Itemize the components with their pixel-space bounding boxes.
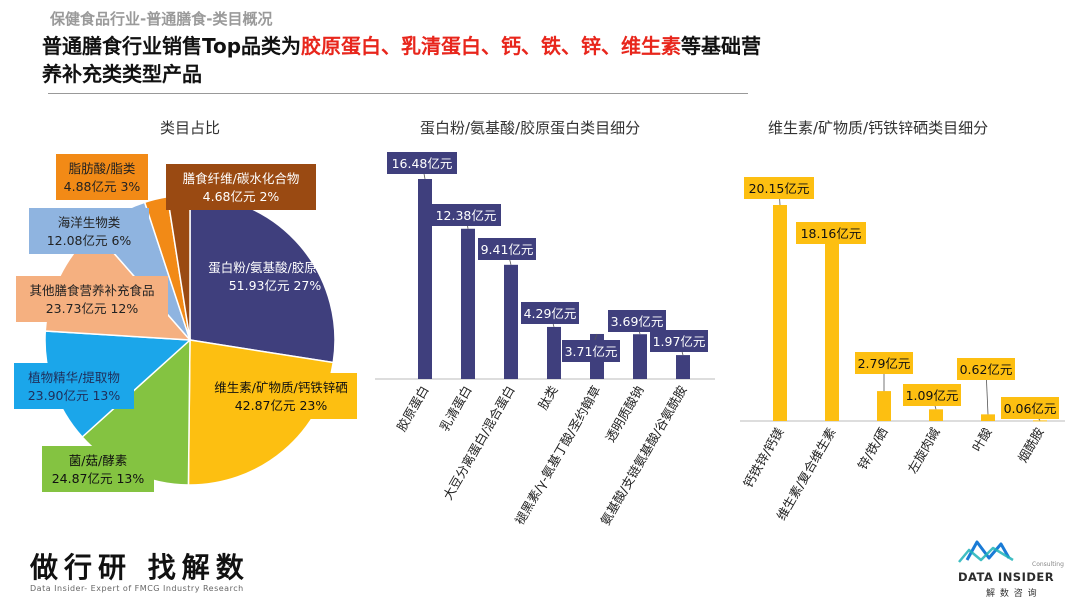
bar1-svg-label-bg-2 <box>478 238 536 260</box>
bar2-svg-category-5: 烟酰胺 <box>1015 425 1047 465</box>
logo-consulting-text: Consulting <box>1032 561 1064 568</box>
pie-label-value-0: 51.93亿元 27% <box>229 278 322 293</box>
bar2-svg-label-bg-4 <box>957 358 1015 380</box>
pie-label-value-1: 42.87亿元 23% <box>235 398 328 413</box>
pie-label-name-4: 其他膳食营养补充食品 <box>29 283 154 298</box>
bar1-svg-bar-6 <box>676 355 690 379</box>
bar2-svg-label-5: 0.06亿元 <box>1004 401 1057 416</box>
bar2-svg-category-4: 叶酸 <box>969 425 995 455</box>
bar-chart-vitamin-title: 维生素/矿物质/钙铁锌硒类目细分 <box>768 119 989 137</box>
footer-slogan-sub: Data Insider- Expert of FMCG Industry Re… <box>30 584 244 593</box>
bar2-svg-label-bg-0 <box>744 177 814 199</box>
pie-label-name-3: 植物精华/提取物 <box>28 370 120 385</box>
bar1-svg-label-bg-4 <box>562 340 620 362</box>
pie-label-name-6: 脂肪酸/脂类 <box>69 161 136 176</box>
bar1-svg-label-6: 1.97亿元 <box>653 334 706 349</box>
bar2-svg-bar-2 <box>877 391 891 421</box>
bar-chart-protein: 16.48亿元胶原蛋白12.38亿元乳清蛋白9.41亿元大豆分离蛋白/混合蛋白4… <box>375 152 715 528</box>
bar1-svg-category-1: 乳清蛋白 <box>437 383 475 434</box>
pie-label-value-6: 4.88亿元 3% <box>64 179 141 194</box>
bar2-svg-label-2: 2.79亿元 <box>858 356 911 371</box>
logo-english-name: DATA INSIDER <box>958 570 1055 584</box>
bar2-svg-label-3: 1.09亿元 <box>906 388 959 403</box>
pie-label-3: 植物精华/提取物 23.90亿元 13% <box>14 363 134 409</box>
pie-label-4: 其他膳食营养补充食品 23.73亿元 12% <box>16 276 168 322</box>
pie-label-name-7: 膳食纤维/碳水化合物 <box>183 171 300 186</box>
pie-label-name-0: 蛋白粉/氨基酸/胶原蛋白 <box>208 260 341 275</box>
page-headline: 普通膳食行业销售Top品类为胶原蛋白、乳清蛋白、钙、铁、锌、维生素等基础营养补充… <box>42 32 762 88</box>
bar1-svg-label-bg-6 <box>650 330 708 352</box>
bar2-svg-category-2: 锌/铁/硒 <box>855 425 891 472</box>
pie-label-0: 蛋白粉/氨基酸/胶原蛋白 51.93亿元 27% <box>208 260 341 293</box>
bar1-svg-label-bg-0 <box>387 152 457 174</box>
data-insider-logo-icon <box>958 540 1014 563</box>
bar1-svg-category-0: 胶原蛋白 <box>394 383 432 434</box>
pie-label-bg-7 <box>166 164 316 210</box>
header-divider <box>48 93 748 94</box>
bar1-svg-category-6: 氨基酸/支链氨基酸/谷氨酰胺 <box>597 383 689 528</box>
pie-label-value-4: 23.73亿元 12% <box>46 301 139 316</box>
pie-label-1: 维生素/矿物质/钙铁锌硒 42.87亿元 23% <box>205 373 357 419</box>
pie-label-bg-2 <box>42 446 154 492</box>
bar2-svg-label-bg-3 <box>903 384 961 406</box>
pie-chart-title: 类目占比 <box>160 119 221 137</box>
pie-label-name-2: 菌/菇/酵素 <box>69 453 127 468</box>
pie-label-2: 菌/菇/酵素 24.87亿元 13% <box>42 446 154 492</box>
bar1-svg-bar-5 <box>633 334 647 379</box>
pie-label-5: 海洋生物类 12.08亿元 6% <box>29 208 149 254</box>
pie-label-7: 膳食纤维/碳水化合物 4.68亿元 2% <box>166 164 316 210</box>
bar2-svg-bar-3 <box>929 409 943 421</box>
pie-chart: 蛋白粉/氨基酸/胶原蛋白 51.93亿元 27% 维生素/矿物质/钙铁锌硒 42.87… <box>14 154 357 492</box>
bar1-svg-category-3: 肽类 <box>535 383 561 413</box>
bar1-svg-bar-3 <box>547 326 561 379</box>
bar1-svg-category-4: 褪黑素/γ-氨基丁酸/圣约翰草 <box>512 383 604 527</box>
bar1-svg-bar-0 <box>418 179 432 379</box>
pie-label-bg-5 <box>29 208 149 254</box>
pie-label-value-7: 4.68亿元 2% <box>203 189 280 204</box>
bar2-svg-label-bg-1 <box>796 222 866 244</box>
logo-chinese-name: 解 数 咨 询 <box>986 589 1038 599</box>
pie-label-bg-3 <box>14 363 134 409</box>
bar-chart-protein-title: 蛋白粉/氨基酸/胶原蛋白类目细分 <box>420 119 641 137</box>
bar1-svg-label-1: 12.38亿元 <box>436 208 497 223</box>
bar2-svg-bar-0 <box>773 205 787 421</box>
pie-label-bg-4 <box>16 276 168 322</box>
bar2-svg-label-bg-2 <box>855 352 913 374</box>
page-subtitle: 保健食品行业-普通膳食-类目概况 <box>50 10 273 28</box>
bar2-svg-label-0: 20.15亿元 <box>749 181 810 196</box>
pie-label-bg-6 <box>56 154 148 200</box>
pie-label-name-1: 维生素/矿物质/钙铁锌硒 <box>214 380 347 395</box>
bar1-svg-label-4: 3.71亿元 <box>565 344 618 359</box>
headline-prefix: 普通膳食行业销售Top品类为 <box>42 34 302 58</box>
bar2-svg-category-0: 钙铁锌/钙镁 <box>740 425 787 491</box>
pie-label-bg-1 <box>205 373 357 419</box>
headline-suffix: 等基础营养补充类类型产品 <box>42 34 762 86</box>
bar1-svg-label-bg-1 <box>431 204 501 226</box>
bar1-svg-label-5: 3.69亿元 <box>611 314 664 329</box>
bar2-svg-label-bg-5 <box>1001 397 1059 419</box>
pie-label-name-5: 海洋生物类 <box>58 215 121 230</box>
bar2-svg-label-4: 0.62亿元 <box>960 362 1013 377</box>
pie-label-value-2: 24.87亿元 13% <box>52 471 145 486</box>
bar1-svg-label-bg-5 <box>608 310 666 332</box>
bar1-svg-label-3: 4.29亿元 <box>524 306 577 321</box>
pie-label-value-3: 23.90亿元 13% <box>28 388 121 403</box>
headline-highlight: 胶原蛋白、乳清蛋白、钙、铁、锌、维生素 <box>301 34 682 58</box>
bar1-svg-label-0: 16.48亿元 <box>392 156 453 171</box>
bar1-svg-category-5: 透明质酸钠 <box>602 383 646 445</box>
bar2-svg-bar-1 <box>825 226 839 421</box>
pie-label-value-5: 12.08亿元 6% <box>47 233 132 248</box>
bar2-svg-bar-4 <box>981 414 995 421</box>
pie-label-6: 脂肪酸/脂类 4.88亿元 3% <box>56 154 148 200</box>
bar2-svg-bar-5 <box>1033 420 1047 422</box>
bar1-svg-label-2: 9.41亿元 <box>481 242 534 257</box>
bar1-svg-bar-2 <box>504 264 518 379</box>
bar1-svg-bar-1 <box>461 228 475 379</box>
bar2-svg-label-1: 18.16亿元 <box>801 226 862 241</box>
bar2-svg-category-1: 维生素/复合维生素 <box>773 425 838 523</box>
bar1-svg-label-bg-3 <box>521 302 579 324</box>
bar2-svg-category-3: 左旋肉碱 <box>905 425 943 476</box>
footer-slogan: 做行研 找解数 <box>30 551 250 584</box>
